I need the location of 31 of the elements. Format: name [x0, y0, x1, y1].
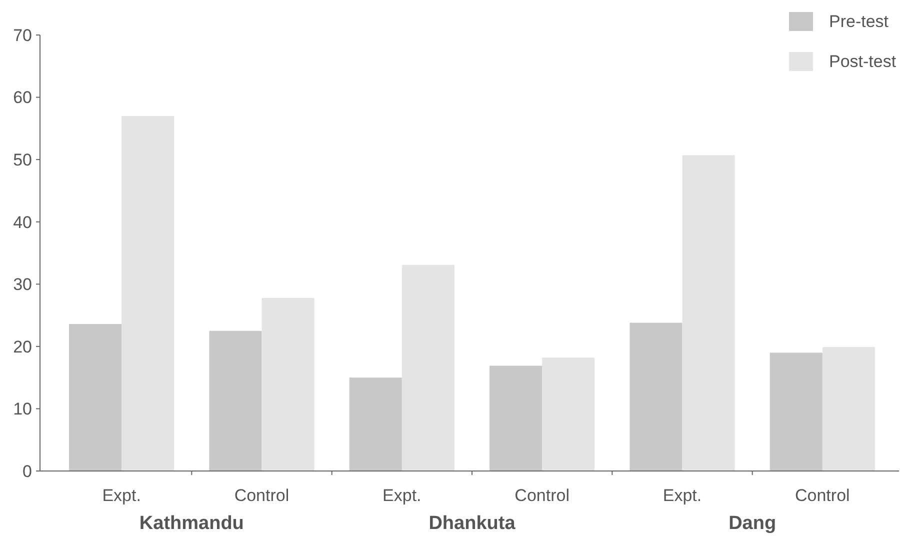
y-tick-label: 60	[13, 88, 32, 108]
y-tick-label: 0	[22, 462, 32, 481]
y-tick-label: 10	[13, 400, 32, 419]
x-tick-label: Control	[514, 486, 570, 505]
bar	[822, 347, 875, 471]
bar	[770, 352, 822, 471]
bar	[402, 264, 454, 471]
y-tick-label: 20	[13, 337, 32, 356]
text: Dhankuta	[428, 513, 516, 534]
text: Kathmandu	[139, 513, 244, 534]
y-tick-label: 30	[13, 275, 32, 294]
bar	[122, 116, 174, 471]
x-tick-label: Control	[234, 486, 290, 505]
text: Dang	[728, 513, 776, 534]
bar	[682, 155, 735, 471]
legend-label: Pre-test	[829, 12, 889, 31]
bar	[349, 378, 402, 471]
y-tick-label: 70	[13, 26, 32, 45]
y-tick-label: 40	[13, 212, 32, 232]
bar	[630, 322, 682, 471]
x-tick-label: Expt.	[382, 486, 422, 505]
x-tick-label: Expt.	[662, 486, 702, 505]
bar	[69, 324, 122, 471]
x-tick-label: Control	[795, 486, 850, 505]
bar	[262, 298, 314, 471]
bar	[209, 330, 262, 471]
y-tick-label: 50	[13, 150, 32, 170]
bar	[542, 358, 595, 471]
legend-label: Post-test	[829, 52, 896, 71]
x-tick-label: Expt.	[102, 486, 141, 505]
bar	[490, 366, 542, 471]
